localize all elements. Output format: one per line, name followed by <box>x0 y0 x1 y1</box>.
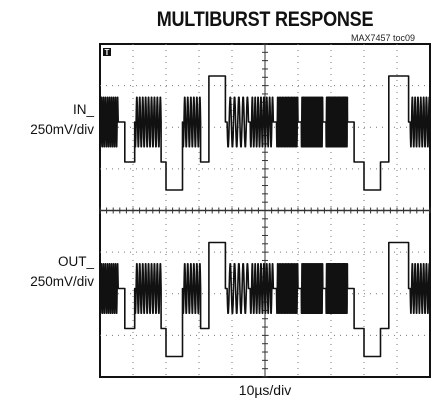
channel-2-name: OUT_ <box>57 254 94 269</box>
trigger-marker-box <box>103 48 111 56</box>
channel-1-scale: 250mV/div <box>30 122 94 137</box>
channel-2-trace <box>99 241 431 358</box>
channel-2-scale: 250mV/div <box>30 274 94 289</box>
channel-1-name: IN_ <box>72 102 94 117</box>
trigger-marker: T <box>105 48 110 57</box>
channel-1-trace <box>99 75 431 191</box>
figure-code: MAX7457 toc09 <box>350 33 415 43</box>
chart-title: MULTIBURST RESPONSE <box>156 8 374 31</box>
x-axis-label: 10µs/div <box>238 382 292 398</box>
